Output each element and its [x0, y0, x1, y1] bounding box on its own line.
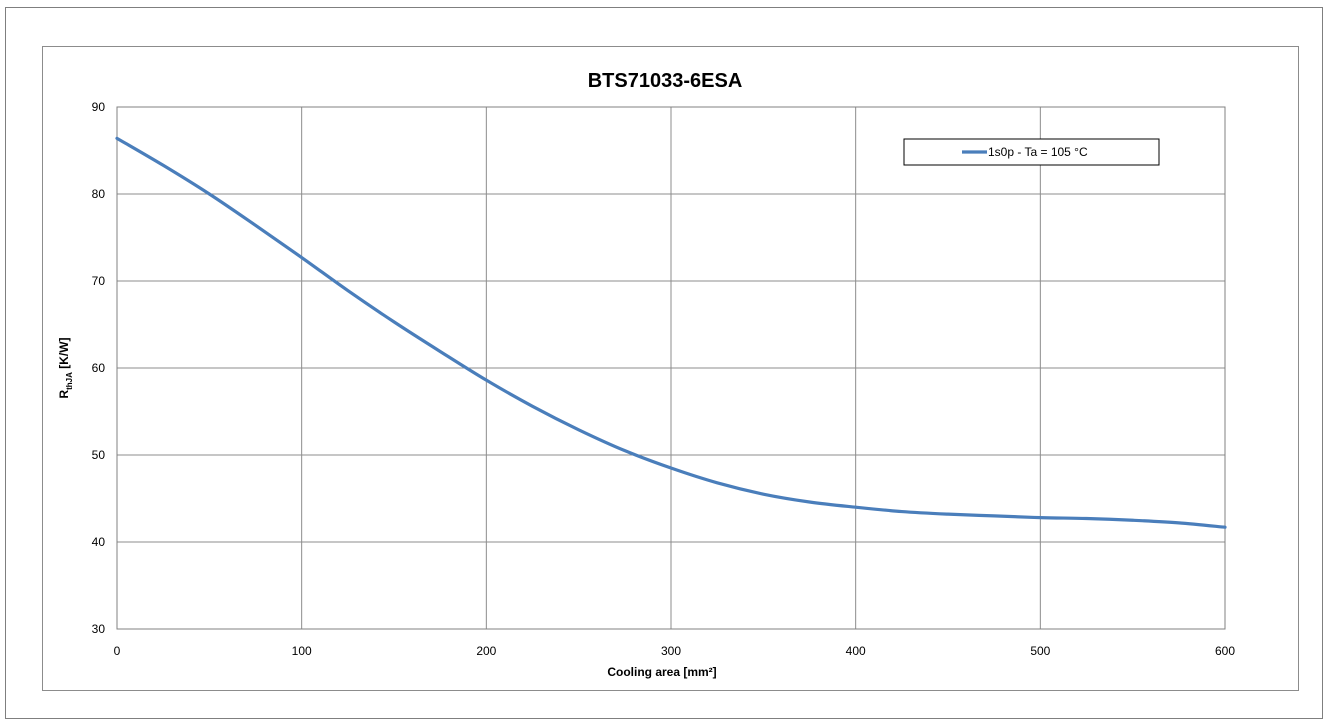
chart-title: BTS71033-6ESA: [588, 70, 743, 92]
chart-area: [42, 46, 1299, 691]
y-tick-label: 30: [92, 622, 106, 636]
legend: 1s0p - Ta = 105 °C: [903, 138, 1160, 166]
x-tick-label: 600: [1215, 644, 1235, 658]
series-line: [115, 136, 1227, 529]
y-axis-title: RthJA [K/W]: [57, 337, 74, 398]
plot-area-border: [116, 106, 1226, 630]
y-tick-label: 80: [92, 187, 106, 201]
legend-box: [903, 138, 1160, 166]
grid: [116, 106, 1226, 630]
y-tick-label: 70: [92, 274, 106, 288]
x-axis-ticks: 0 100 200 300 400 500 600: [114, 644, 1236, 658]
y-axis-title-main: R: [57, 390, 71, 399]
chart-frame: [5, 7, 1323, 719]
y-axis-title-group: RthJA [K/W]: [57, 337, 74, 398]
y-tick-label: 90: [92, 100, 106, 114]
y-axis-ticks: 30 40 50 60 70 80 90: [92, 100, 106, 636]
y-tick-label: 60: [92, 361, 106, 375]
y-axis-title-unit: [K/W]: [57, 337, 71, 372]
legend-label: 1s0p - Ta = 105 °C: [988, 145, 1088, 159]
x-tick-label: 500: [1030, 644, 1050, 658]
x-tick-label: 300: [661, 644, 681, 658]
x-tick-label: 0: [114, 644, 121, 658]
y-tick-label: 40: [92, 535, 106, 549]
x-tick-label: 200: [476, 644, 496, 658]
x-tick-label: 400: [846, 644, 866, 658]
y-tick-label: 50: [92, 448, 106, 462]
x-axis-title: Cooling area [mm²]: [607, 665, 716, 679]
y-axis-title-sub: thJA: [65, 372, 74, 390]
x-tick-label: 100: [292, 644, 312, 658]
